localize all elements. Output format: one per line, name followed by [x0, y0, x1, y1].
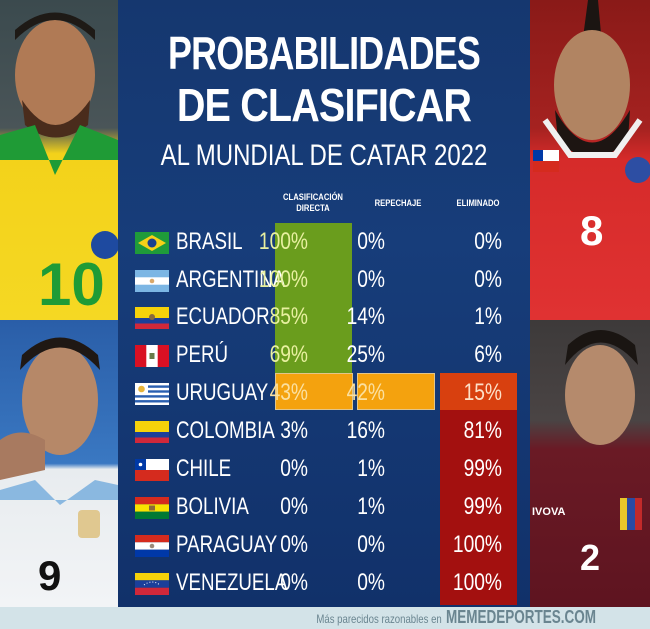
direct-value: 85% — [269, 303, 308, 330]
footer-brand-link[interactable]: MEMEDEPORTES.COM — [445, 607, 596, 627]
table-row-argentina: ARGENTINA 100% 0% 0% — [118, 261, 530, 298]
photo-uruguay-player: 9 — [0, 320, 118, 607]
venezuela-flag-icon — [135, 573, 169, 595]
eliminated-value: 99% — [463, 455, 502, 482]
direct-value: 3% — [280, 417, 308, 444]
eliminated-value: 1% — [474, 303, 502, 330]
photo-brazil-player: 10 — [0, 0, 118, 320]
venezuela-player-illustration: IVOVA 2 — [532, 330, 642, 578]
svg-text:IVOVA: IVOVA — [532, 506, 565, 518]
country-name: VENEZUELA — [176, 569, 288, 596]
uruguay-flag-icon — [135, 383, 169, 405]
direct-value: 0% — [280, 455, 308, 482]
brazil-flag-icon — [135, 232, 169, 254]
photo-chile-player: 8 — [530, 0, 650, 320]
photo-venezuela-player: IVOVA 2 — [530, 320, 650, 607]
direct-value: 100% — [258, 266, 308, 293]
header-direct-line2: DIRECTA — [296, 203, 330, 213]
country-name: BOLIVIA — [176, 493, 249, 520]
playoff-value: 0% — [357, 569, 385, 596]
footer-watermark: Más parecidos razonables en MEMEDEPORTES… — [285, 607, 646, 627]
table-row-venezuela: VENEZUELA 0% 0% 100% — [118, 564, 530, 601]
country-name: BRASIL — [176, 228, 243, 255]
paraguay-flag-icon — [135, 535, 169, 557]
bolivia-flag-icon — [135, 497, 169, 519]
playoff-value: 1% — [357, 455, 385, 482]
country-name: COLOMBIA — [176, 417, 275, 444]
table-row-bolivia: BOLIVIA 0% 1% 99% — [118, 488, 530, 525]
table-row-ecuador: ECUADOR 85% 14% 1% — [118, 298, 530, 335]
header-eliminated: ELIMINADO — [456, 198, 500, 208]
direct-highlight-column — [275, 223, 352, 373]
svg-text:9: 9 — [38, 552, 61, 599]
footer-bar: Más parecidos razonables en MEMEDEPORTES… — [0, 607, 650, 627]
table-row-brasil: BRASIL 100% 0% 0% — [118, 223, 530, 260]
title-line-2: DE CLASIFICAR — [176, 79, 472, 131]
colombia-flag-icon — [135, 421, 169, 443]
argentina-flag-icon — [135, 270, 169, 292]
brazil-player-illustration: 10 — [0, 12, 118, 318]
eliminated-value: 0% — [474, 228, 502, 255]
playoff-value: 0% — [357, 531, 385, 558]
direct-value: 69% — [269, 341, 308, 368]
playoff-value: 42% — [346, 379, 385, 406]
chile-player-illustration: 8 — [533, 0, 650, 254]
ecuador-flag-icon — [135, 307, 169, 329]
eliminated-value: 100% — [452, 569, 502, 596]
table-row-paraguay: PARAGUAY 0% 0% 100% — [118, 526, 530, 563]
uruguay-eliminated-highlight — [440, 373, 517, 410]
playoff-value: 0% — [357, 228, 385, 255]
country-name: PARAGUAY — [176, 531, 278, 558]
header-direct-line1: CLASIFICACIÓN — [283, 192, 343, 202]
country-name: URUGUAY — [176, 379, 269, 406]
direct-value: 43% — [269, 379, 308, 406]
direct-value: 0% — [280, 569, 308, 596]
svg-text:2: 2 — [580, 537, 600, 578]
country-name: PERÚ — [176, 341, 229, 368]
title-line-3: AL MUNDIAL DE CATAR 2022 — [160, 139, 488, 172]
eliminated-value: 81% — [463, 417, 502, 444]
country-name: ECUADOR — [176, 303, 270, 330]
header-direct: CLASIFICACIÓN DIRECTA — [275, 192, 352, 214]
svg-text:8: 8 — [580, 207, 603, 254]
direct-value: 0% — [280, 531, 308, 558]
playoff-value: 14% — [346, 303, 385, 330]
uruguay-playoff-highlight — [357, 373, 435, 410]
table-row-peru: PERÚ 69% 25% 6% — [118, 336, 530, 373]
eliminated-value: 6% — [474, 341, 502, 368]
playoff-value: 0% — [357, 266, 385, 293]
table-row-chile: CHILE 0% 1% 99% — [118, 450, 530, 487]
playoff-value: 16% — [346, 417, 385, 444]
chile-flag-icon — [135, 459, 169, 481]
eliminated-highlight-column — [440, 410, 517, 605]
playoff-value: 1% — [357, 493, 385, 520]
country-name: CHILE — [176, 455, 232, 482]
probability-panel: PROBABILIDADES DE CLASIFICAR AL MUNDIAL … — [118, 0, 530, 607]
direct-value: 100% — [258, 228, 308, 255]
eliminated-value: 100% — [452, 531, 502, 558]
header-playoff: REPECHAJE — [374, 198, 422, 208]
country-name: ARGENTINA — [176, 266, 286, 293]
eliminated-value: 0% — [474, 266, 502, 293]
title-line-1: PROBABILIDADES — [167, 27, 481, 79]
uruguay-direct-highlight — [275, 373, 353, 410]
direct-value: 0% — [280, 493, 308, 520]
svg-text:10: 10 — [38, 251, 105, 318]
peru-flag-icon — [135, 345, 169, 367]
footer-caption: Más parecidos razonables en — [316, 612, 442, 626]
table-row-uruguay: URUGUAY 43% 42% 15% — [118, 374, 530, 411]
uruguay-player-illustration: 9 — [0, 337, 118, 599]
eliminated-value: 15% — [463, 379, 502, 406]
eliminated-value: 99% — [463, 493, 502, 520]
table-row-colombia: COLOMBIA 3% 16% 81% — [118, 412, 530, 449]
playoff-value: 25% — [346, 341, 385, 368]
